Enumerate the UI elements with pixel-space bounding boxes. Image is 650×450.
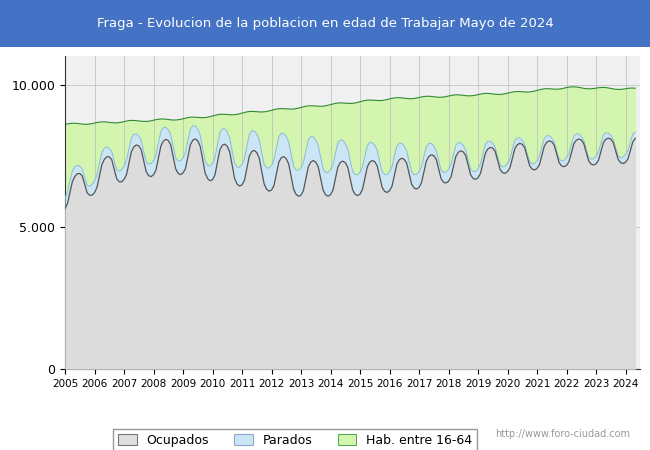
Legend: Ocupados, Parados, Hab. entre 16-64: Ocupados, Parados, Hab. entre 16-64 <box>113 429 477 450</box>
Text: Fraga - Evolucion de la poblacion en edad de Trabajar Mayo de 2024: Fraga - Evolucion de la poblacion en eda… <box>97 17 553 30</box>
Text: http://www.foro-ciudad.com: http://www.foro-ciudad.com <box>495 429 630 439</box>
